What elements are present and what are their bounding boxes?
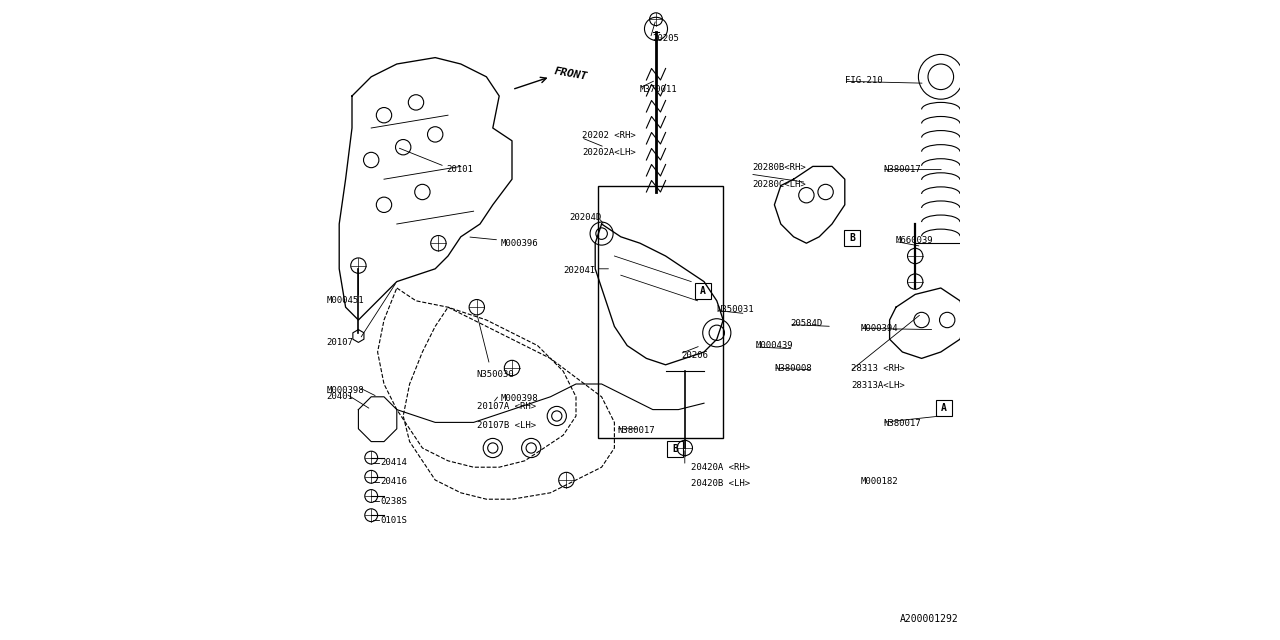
Text: 20420B <LH>: 20420B <LH>	[691, 479, 750, 488]
Text: M000396: M000396	[502, 239, 539, 248]
Text: M000398: M000398	[502, 394, 539, 403]
Text: 20202A<LH>: 20202A<LH>	[582, 148, 636, 157]
Bar	[599, 186, 723, 438]
Text: N350030: N350030	[477, 370, 515, 379]
Text: FRONT: FRONT	[554, 67, 589, 82]
Text: M000451: M000451	[326, 296, 364, 305]
Bar	[667, 442, 684, 458]
Text: M370011: M370011	[640, 85, 677, 94]
Text: 20420A <RH>: 20420A <RH>	[691, 463, 750, 472]
Text: 28313A<LH>: 28313A<LH>	[851, 381, 905, 390]
Text: 20205: 20205	[653, 34, 680, 43]
Text: 20204D: 20204D	[570, 213, 602, 222]
Text: N350031: N350031	[717, 305, 754, 314]
Text: 20107: 20107	[326, 338, 353, 347]
Text: A200001292: A200001292	[900, 614, 959, 624]
Text: B: B	[672, 444, 678, 454]
Text: 20280C<LH>: 20280C<LH>	[753, 180, 805, 189]
Text: 0101S: 0101S	[381, 516, 407, 525]
Text: N380017: N380017	[618, 426, 655, 435]
Text: N380017: N380017	[883, 165, 920, 174]
Text: B: B	[850, 233, 855, 243]
Text: 20584D: 20584D	[791, 319, 823, 328]
Text: 20414: 20414	[381, 458, 407, 467]
Text: 0238S: 0238S	[381, 497, 407, 506]
Bar	[936, 401, 952, 417]
Text: 20401: 20401	[326, 392, 353, 401]
Text: 20206: 20206	[681, 351, 708, 360]
Text: 20202 <RH>: 20202 <RH>	[582, 131, 636, 140]
Text: M000439: M000439	[755, 341, 792, 350]
Text: 20416: 20416	[381, 477, 407, 486]
Text: 20101: 20101	[447, 165, 474, 174]
Bar	[695, 283, 710, 299]
Text: A: A	[941, 403, 947, 413]
Text: 28313 <RH>: 28313 <RH>	[851, 364, 905, 372]
Text: A: A	[700, 286, 705, 296]
Text: M000398: M000398	[326, 386, 364, 395]
Bar	[845, 230, 860, 246]
Text: 20107A <RH>: 20107A <RH>	[477, 402, 536, 411]
Text: 20107B <LH>: 20107B <LH>	[477, 421, 536, 430]
Text: FIG.210: FIG.210	[845, 76, 882, 84]
Text: 20204I: 20204I	[563, 266, 595, 275]
Text: M000182: M000182	[860, 477, 899, 486]
Text: N380017: N380017	[883, 419, 920, 428]
Text: M660039: M660039	[896, 236, 933, 244]
Text: N380008: N380008	[774, 364, 812, 372]
Text: M000394: M000394	[860, 324, 899, 333]
Text: 20280B<RH>: 20280B<RH>	[753, 163, 805, 172]
